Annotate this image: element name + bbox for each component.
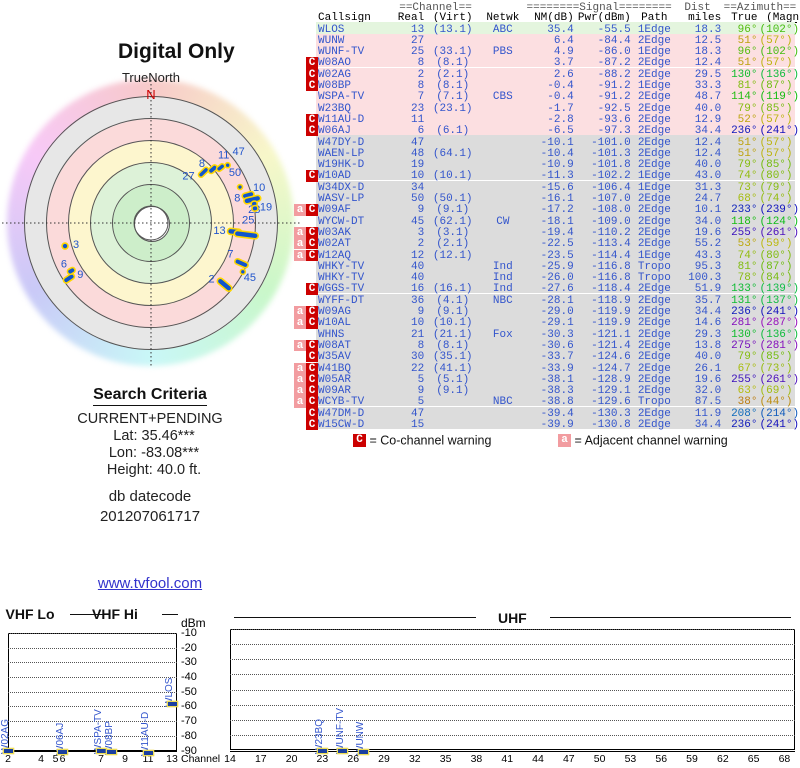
svg-text:10: 10 — [253, 182, 265, 194]
svg-text:47: 47 — [233, 146, 245, 158]
svg-text:8: 8 — [199, 158, 205, 170]
svg-text:13: 13 — [213, 225, 225, 237]
svg-text:50: 50 — [229, 167, 241, 179]
svg-text:45: 45 — [244, 272, 256, 284]
svg-text:27: 27 — [182, 170, 194, 182]
svg-text:19: 19 — [260, 201, 272, 213]
svg-text:7: 7 — [227, 248, 233, 260]
svg-text:3: 3 — [73, 239, 79, 251]
svg-text:11: 11 — [218, 150, 229, 162]
svg-text:25: 25 — [242, 215, 254, 227]
svg-text:9: 9 — [77, 269, 83, 281]
svg-text:2: 2 — [208, 274, 214, 286]
svg-text:8: 8 — [234, 193, 240, 205]
svg-text:6: 6 — [61, 258, 67, 270]
